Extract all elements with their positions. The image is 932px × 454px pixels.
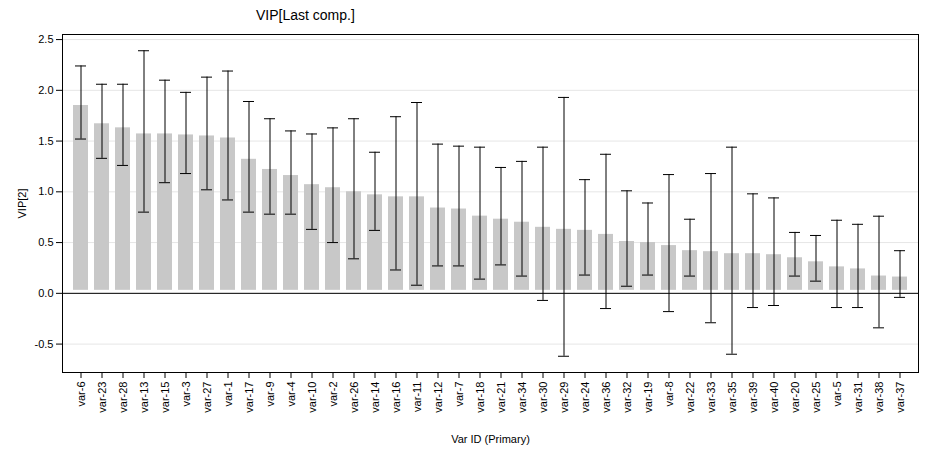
svg-text:var-21: var-21 [495,382,507,413]
svg-text:var-27: var-27 [201,382,213,413]
svg-text:var-13: var-13 [138,382,150,413]
svg-text:var-16: var-16 [390,382,402,413]
svg-text:var-37: var-37 [894,382,906,413]
svg-text:var-5: var-5 [831,382,843,407]
svg-text:VIP[2]: VIP[2] [16,189,28,219]
html-text:VIP[Last comp.]: VIP[Last comp.] [256,7,355,23]
svg-text:var-30: var-30 [537,382,549,413]
svg-text:var-7: var-7 [453,382,465,407]
svg-text:var-6: var-6 [75,382,87,407]
svg-text:var-20: var-20 [789,382,801,413]
svg-text:1.0: 1.0 [38,185,53,197]
svg-text:var-28: var-28 [117,382,129,413]
svg-text:var-26: var-26 [348,382,360,413]
svg-text:var-17: var-17 [243,382,255,413]
svg-text:var-1: var-1 [222,382,234,407]
svg-text:0.0: 0.0 [38,287,53,299]
svg-text:2.5: 2.5 [38,33,53,45]
svg-text:Var ID (Primary): Var ID (Primary) [451,433,530,445]
svg-text:var-24: var-24 [579,382,591,413]
svg-text:var-19: var-19 [642,382,654,413]
svg-text:var-11: var-11 [411,382,423,412]
svg-text:var-2: var-2 [327,382,339,407]
svg-text:var-39: var-39 [747,382,759,413]
svg-text:var-10: var-10 [306,382,318,413]
svg-text:var-25: var-25 [810,382,822,413]
svg-text:var-31: var-31 [852,382,864,413]
svg-text:1.5: 1.5 [38,135,53,147]
svg-text:var-35: var-35 [726,382,738,413]
svg-text:var-4: var-4 [285,382,297,407]
svg-text:var-22: var-22 [684,382,696,413]
svg-text:var-14: var-14 [369,382,381,413]
svg-text:var-33: var-33 [705,382,717,413]
svg-text:2.0: 2.0 [38,84,53,96]
svg-text:0.5: 0.5 [38,236,53,248]
svg-text:var-29: var-29 [558,382,570,413]
svg-text:var-3: var-3 [180,382,192,407]
svg-text:var-18: var-18 [474,382,486,413]
svg-text:var-34: var-34 [516,382,528,413]
svg-text:var-38: var-38 [873,382,885,413]
svg-text:var-9: var-9 [264,382,276,407]
svg-text:var-12: var-12 [432,382,444,413]
svg-text:var-40: var-40 [768,382,780,413]
svg-text:var-32: var-32 [621,382,633,413]
svg-text:-0.5: -0.5 [35,338,54,350]
svg-text:var-23: var-23 [96,382,108,413]
svg-text:var-8: var-8 [663,382,675,407]
svg-text:var-15: var-15 [159,382,171,413]
svg-text:var-36: var-36 [600,382,612,413]
